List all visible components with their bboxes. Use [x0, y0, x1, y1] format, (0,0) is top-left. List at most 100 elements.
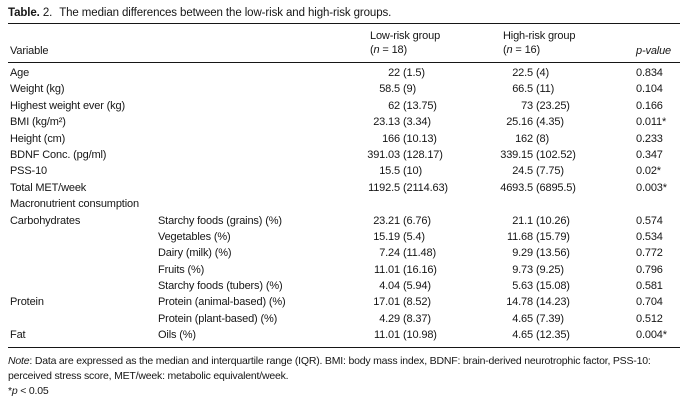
high-risk-median: 14.78 [506, 296, 533, 309]
low-risk-cell: 166 (10.13) [358, 131, 490, 147]
p-value-cell: 0.02* [636, 165, 661, 178]
high-risk-cell: 25.16 (4.35) [490, 114, 628, 130]
subvariable-cell [158, 196, 358, 212]
low-risk-cell: 15.19 (5.4) [358, 229, 490, 245]
p-value-cell: 0.347 [636, 148, 663, 161]
high-risk-iqr: (15.08) [536, 280, 570, 293]
high-risk-cell: 162 (8) [490, 131, 628, 147]
table-row: Starchy foods (tubers) (%) 4.04 (5.94) 5.… [8, 278, 680, 294]
high-risk-group-n: (n = 16) [503, 43, 541, 56]
subvariable-cell: Vegetables (%) [158, 230, 231, 243]
p-value-cell: 0.166 [636, 99, 663, 112]
note-text: : Data are expressed as the median and i… [8, 354, 651, 382]
column-header-variable: Variable [10, 45, 49, 57]
variable-cell [8, 245, 158, 261]
subvariable-cell [158, 81, 358, 97]
high-risk-iqr: (10.26) [536, 214, 570, 227]
subvariable-cell [158, 163, 358, 179]
p-value-cell: 0.233 [636, 132, 663, 145]
high-risk-iqr: (14.23) [536, 296, 570, 309]
low-risk-cell: 58.5 (9) [358, 81, 490, 97]
table-note: Note: Data are expressed as the median a… [8, 354, 680, 384]
variable-cell: Weight (kg) [10, 83, 65, 96]
table-row: BMI (kg/m²) 23.13 (3.34) 25.16 (4.35) 0.01… [8, 114, 680, 130]
low-risk-cell: 11.01 (16.16) [358, 262, 490, 278]
variable-cell: Height (cm) [10, 132, 66, 145]
low-risk-median: 11.01 [374, 263, 400, 276]
low-risk-cell: 62 (13.75) [358, 98, 490, 114]
low-risk-cell: 11.01 (10.98) [358, 327, 490, 343]
p-value-cell [628, 196, 680, 212]
low-risk-cell: 15.5 (10) [358, 163, 490, 179]
p-value-cell: 0.534 [636, 230, 663, 243]
high-risk-median: 73 [521, 99, 533, 112]
low-risk-group-n: (n = 18) [370, 43, 408, 56]
variable-cell [8, 278, 158, 294]
high-risk-cell: 4.65 (7.39) [490, 311, 628, 327]
variable-cell: BDNF Conc. (pg/ml) [10, 148, 107, 161]
column-header-p-value: p-value [636, 45, 672, 57]
variable-cell: Highest weight ever (kg) [10, 99, 126, 112]
high-risk-median: 4.65 [512, 329, 533, 342]
high-risk-cell: 24.5 (7.75) [490, 163, 628, 179]
high-risk-median: 5.63 [512, 280, 533, 293]
variable-cell: PSS-10 [10, 165, 48, 178]
p-value-cell: 0.003* [636, 181, 667, 194]
low-risk-median: 166 [382, 132, 400, 145]
high-risk-iqr: (9.25) [536, 263, 564, 276]
high-risk-median: 162 [515, 132, 533, 145]
table-row: Highest weight ever (kg) 62 (13.75) 73 (23… [8, 98, 680, 114]
column-header-low-risk: Low-risk group (n = 18) [358, 30, 490, 57]
p-value-cell: 0.104 [636, 83, 663, 96]
table-caption-text: The median differences between the low-r… [59, 7, 392, 19]
subvariable-cell: Dairy (milk) (%) [158, 247, 232, 260]
low-risk-iqr: (16.16) [403, 263, 437, 276]
high-risk-cell: 73 (23.25) [490, 98, 628, 114]
low-risk-median: 4.29 [379, 312, 400, 325]
low-risk-cell: 22 (1.5) [358, 65, 490, 81]
subvariable-cell: Starchy foods (tubers) (%) [158, 280, 283, 293]
variable-cell [8, 262, 158, 278]
low-risk-median: 23.13 [373, 116, 400, 129]
p-value-cell: 0.581 [636, 280, 663, 293]
variable-cell: Protein [10, 296, 44, 309]
note-label: Note [8, 354, 30, 367]
p-value-cell: 0.834 [636, 67, 663, 79]
high-risk-median: 66.5 [512, 83, 533, 96]
low-risk-median: 391.03 [367, 148, 400, 161]
low-risk-median: 1192.5 [368, 181, 400, 194]
subvariable-cell: Oils (%) [158, 329, 196, 342]
low-risk-iqr: (2114.63) [403, 181, 448, 194]
low-risk-cell [358, 196, 490, 212]
high-risk-cell: 4693.5 (6895.5) [490, 180, 628, 196]
high-risk-cell: 5.63 (15.08) [490, 278, 628, 294]
table-row: BDNF Conc. (pg/ml) 391.03 (128.17) 339.15… [8, 147, 680, 163]
table-row: Fat Oils (%) 11.01 (10.98) 4.65 (12.35) 0.… [8, 327, 680, 343]
variable-cell [8, 311, 158, 327]
subvariable-cell: Protein (plant-based) (%) [158, 312, 278, 325]
table-row: Protein (plant-based) (%) 4.29 (8.37) 4.6… [8, 311, 680, 327]
high-risk-iqr: (7.39) [536, 312, 564, 325]
variable-cell [8, 229, 158, 245]
high-risk-median: 25.16 [506, 116, 533, 129]
low-risk-iqr: (11.48) [403, 247, 436, 260]
p-value-cell: 0.004* [636, 329, 667, 342]
table-caption-label: Table. [8, 7, 40, 19]
high-risk-median: 4.65 [512, 312, 533, 325]
paper-table-figure: Table. 2. The median differences between… [8, 7, 680, 399]
low-risk-cell: 17.01 (8.52) [358, 294, 490, 310]
variable-cell: Carbohydrates [10, 214, 81, 227]
table-caption-number: 2. [42, 7, 53, 19]
variable-cell: Age [10, 67, 30, 79]
low-risk-iqr: (1.5) [403, 67, 425, 79]
low-risk-cell: 23.21 (6.76) [358, 213, 490, 229]
subvariable-cell [158, 147, 358, 163]
table-body: Age 22 (1.5) 22.5 (4) 0.834 Weight (kg) 58… [8, 63, 680, 347]
table-row: Weight (kg) 58.5 (9) 66.5 (11) 0.104 [8, 81, 680, 97]
high-risk-iqr: (102.52) [536, 148, 576, 161]
high-risk-iqr: (13.56) [536, 247, 570, 260]
high-risk-iqr: (12.35) [536, 329, 570, 342]
table-row: Total MET/week 1192.5 (2114.63) 4693.5 (68… [8, 180, 680, 196]
subvariable-cell [158, 65, 358, 81]
low-risk-iqr: (6.76) [403, 214, 431, 227]
